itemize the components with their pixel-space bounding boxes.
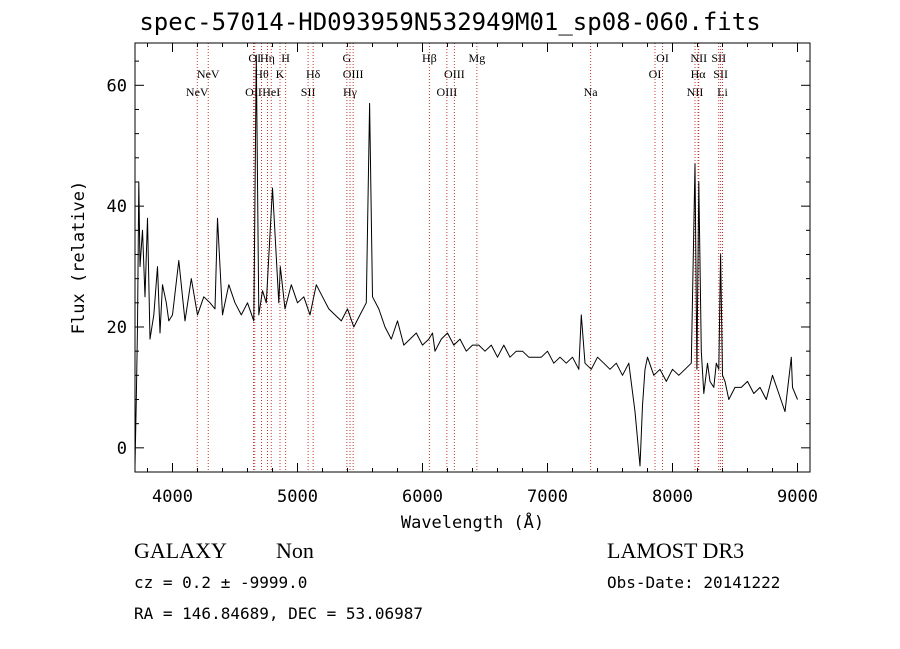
- emission-line-label: Li: [717, 85, 728, 99]
- x-axis-label: Wavelength (Å): [401, 511, 544, 533]
- emission-line-label: Hγ: [343, 85, 358, 99]
- emission-line-label: Hη: [260, 51, 275, 65]
- emission-line-label: OIII: [444, 67, 465, 81]
- x-tick-label: 7000: [527, 487, 568, 507]
- y-axis-label: Flux (relative): [69, 181, 89, 335]
- emission-line-label: G: [343, 51, 352, 65]
- x-tick-label: 5000: [277, 487, 318, 507]
- emission-line-label: NII: [687, 85, 704, 99]
- emission-line-label: Hθ: [254, 67, 269, 81]
- emission-line-label: Hδ: [306, 67, 321, 81]
- emission-line-markers: NeV NeV OII OI Hθ Hη HeI KH SII Hδ G Hγ OIII Hβ OIII OI…: [186, 43, 728, 472]
- emission-line-label: OIII: [343, 67, 364, 81]
- x-tick-label: 6000: [402, 487, 443, 507]
- object-class: GALAXY: [134, 538, 227, 563]
- plot-frame: [134, 42, 811, 473]
- coordinates: RA = 146.84689, DEC = 53.06987: [134, 604, 423, 623]
- emission-line-label: SII: [713, 67, 728, 81]
- y-tick-label: 60: [107, 76, 127, 96]
- emission-line-label: OI: [649, 67, 662, 81]
- emission-line-label: OIII: [437, 85, 458, 99]
- redshift-line: cz = 0.2 ± -9999.0: [134, 573, 308, 592]
- object-subclass: Non: [276, 538, 314, 563]
- x-tick-label: 9000: [777, 487, 818, 507]
- emission-line-label: OI: [248, 51, 261, 65]
- emission-line-label: NeV: [197, 67, 220, 81]
- observation-date: Obs-Date: 20141222: [607, 573, 781, 592]
- emission-line-label: OI: [656, 51, 669, 65]
- chart-title: spec-57014-HD093959N532949M01_sp08-060.f…: [139, 8, 761, 36]
- y-tick-label: 40: [107, 197, 127, 217]
- emission-line-label: K: [276, 67, 285, 81]
- emission-line-label: HeI: [262, 85, 280, 99]
- emission-line-label: Hβ: [422, 51, 437, 65]
- y-tick-label: 20: [107, 318, 127, 338]
- emission-line-label: H: [281, 51, 290, 65]
- spectrum-line: [134, 54, 798, 467]
- survey-name: LAMOST DR3: [607, 538, 745, 563]
- axis-ticks: 4000 5000 6000 7000 8000 9000 0 20 40 60: [107, 43, 818, 507]
- emission-line-label: OII: [245, 85, 262, 99]
- emission-line-label: Na: [584, 85, 599, 99]
- emission-line-label: NII: [690, 51, 707, 65]
- x-tick-label: 4000: [152, 487, 193, 507]
- emission-line-label: Mg: [469, 51, 486, 65]
- emission-line-label: NeV: [186, 85, 209, 99]
- spectrum-series: [134, 54, 798, 467]
- x-tick-label: 8000: [652, 487, 693, 507]
- emission-line-label: SII: [711, 51, 726, 65]
- emission-line-label: SII: [301, 85, 316, 99]
- y-tick-label: 0: [117, 439, 127, 459]
